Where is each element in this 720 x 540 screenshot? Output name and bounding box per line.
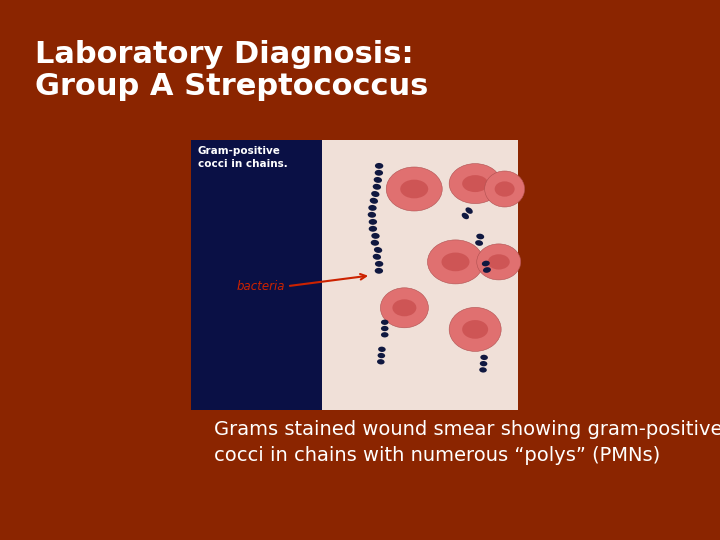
Text: Group A Streptococcus: Group A Streptococcus bbox=[35, 72, 428, 101]
Ellipse shape bbox=[483, 267, 491, 273]
Ellipse shape bbox=[378, 347, 386, 352]
Ellipse shape bbox=[485, 171, 525, 207]
Ellipse shape bbox=[449, 164, 501, 204]
Ellipse shape bbox=[369, 219, 377, 225]
Ellipse shape bbox=[370, 198, 378, 204]
Ellipse shape bbox=[375, 163, 383, 169]
Ellipse shape bbox=[374, 268, 383, 274]
Ellipse shape bbox=[392, 299, 416, 316]
Ellipse shape bbox=[476, 234, 485, 239]
Text: Laboratory Diagnosis:: Laboratory Diagnosis: bbox=[35, 40, 413, 69]
Ellipse shape bbox=[373, 254, 381, 260]
Ellipse shape bbox=[475, 240, 483, 246]
Ellipse shape bbox=[381, 320, 389, 325]
Ellipse shape bbox=[372, 233, 379, 239]
Ellipse shape bbox=[369, 205, 377, 211]
Ellipse shape bbox=[400, 180, 428, 198]
Text: Grams stained wound smear showing gram-positive
cocci in chains with numerous “p: Grams stained wound smear showing gram-p… bbox=[215, 421, 720, 465]
Ellipse shape bbox=[477, 244, 521, 280]
Ellipse shape bbox=[465, 207, 473, 214]
Ellipse shape bbox=[372, 191, 379, 197]
Ellipse shape bbox=[375, 261, 383, 267]
Ellipse shape bbox=[369, 226, 377, 232]
Ellipse shape bbox=[381, 332, 389, 338]
Ellipse shape bbox=[441, 253, 469, 271]
Ellipse shape bbox=[462, 213, 469, 219]
Ellipse shape bbox=[380, 288, 428, 328]
Ellipse shape bbox=[449, 307, 501, 352]
Ellipse shape bbox=[487, 254, 510, 269]
Ellipse shape bbox=[374, 170, 383, 176]
Ellipse shape bbox=[462, 175, 488, 192]
Ellipse shape bbox=[480, 355, 488, 360]
Bar bbox=[322, 140, 518, 410]
Ellipse shape bbox=[381, 326, 389, 331]
Ellipse shape bbox=[368, 212, 376, 218]
Ellipse shape bbox=[386, 167, 442, 211]
Ellipse shape bbox=[462, 320, 488, 339]
Text: bacteria: bacteria bbox=[237, 280, 285, 293]
Ellipse shape bbox=[371, 240, 379, 246]
Ellipse shape bbox=[377, 359, 384, 364]
Ellipse shape bbox=[374, 247, 382, 253]
Ellipse shape bbox=[373, 184, 381, 190]
Ellipse shape bbox=[428, 240, 484, 284]
Bar bbox=[191, 140, 322, 410]
Ellipse shape bbox=[480, 361, 487, 366]
Ellipse shape bbox=[482, 261, 490, 266]
Ellipse shape bbox=[374, 177, 382, 183]
Ellipse shape bbox=[480, 367, 487, 373]
Ellipse shape bbox=[495, 181, 515, 197]
Text: Gram-positive
cocci in chains.: Gram-positive cocci in chains. bbox=[198, 146, 287, 169]
Ellipse shape bbox=[377, 353, 385, 358]
